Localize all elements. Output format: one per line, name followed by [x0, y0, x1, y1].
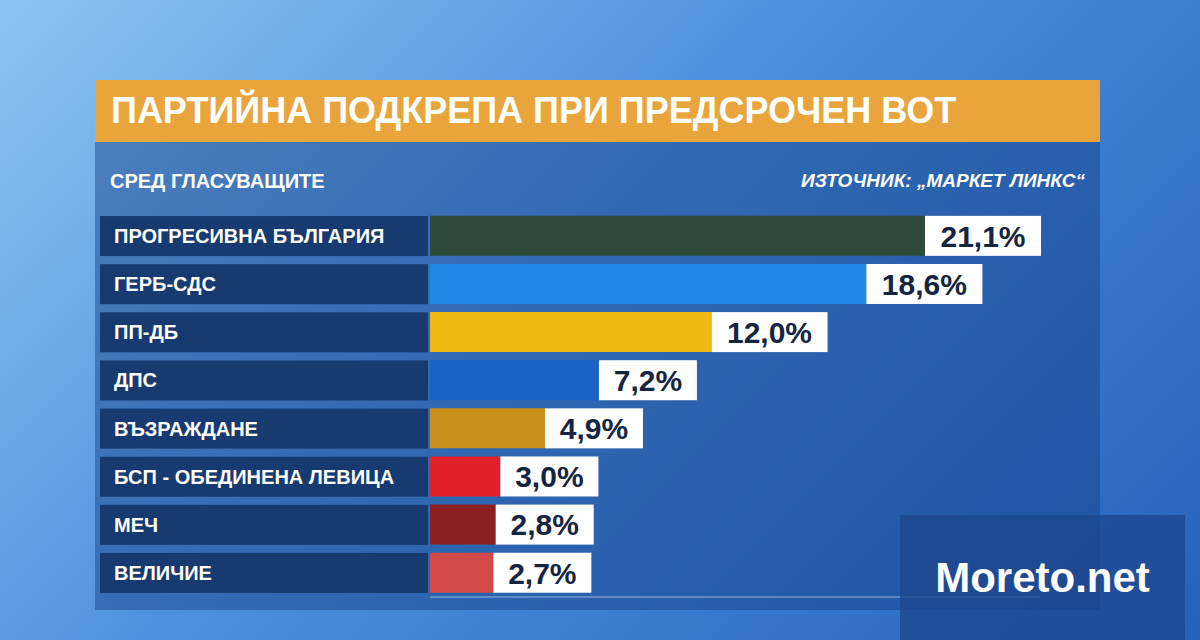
- svg-text:ВЪЗРАЖДАНЕ: ВЪЗРАЖДАНЕ: [114, 418, 258, 440]
- svg-text:12,0%: 12,0%: [727, 316, 812, 349]
- svg-text:7,2%: 7,2%: [614, 364, 682, 397]
- html-text:СРЕД ГЛАСУВАЩИТЕ: СРЕД ГЛАСУВАЩИТЕ: [110, 170, 325, 192]
- svg-text:4,9%: 4,9%: [560, 412, 628, 445]
- svg-text:18,6%: 18,6%: [882, 268, 967, 301]
- svg-text:2,7%: 2,7%: [508, 557, 576, 590]
- svg-text:21,1%: 21,1%: [940, 220, 1025, 253]
- svg-text:ГЕРБ-СДС: ГЕРБ-СДС: [114, 273, 216, 295]
- html-text:ИЗТОЧНИК: „МАРКЕТ ЛИНКС“: ИЗТОЧНИК: „МАРКЕТ ЛИНКС“: [801, 170, 1085, 191]
- svg-text:ПП-ДБ: ПП-ДБ: [114, 321, 178, 343]
- html-text:Moreto.net: Moreto.net: [935, 553, 1150, 601]
- svg-text:3,0%: 3,0%: [515, 460, 583, 493]
- svg-text:ПРОГРЕСИВНА БЪЛГАРИЯ: ПРОГРЕСИВНА БЪЛГАРИЯ: [114, 225, 384, 247]
- svg-text:БСП - ОБЕДИНЕНА ЛЕВИЦА: БСП - ОБЕДИНЕНА ЛЕВИЦА: [114, 466, 394, 488]
- svg-text:2,8%: 2,8%: [510, 508, 578, 541]
- svg-text:МЕЧ: МЕЧ: [114, 514, 158, 536]
- html-text:ПАРТИЙНА ПОДКРЕПА ПРИ ПРЕДСРОЧ: ПАРТИЙНА ПОДКРЕПА ПРИ ПРЕДСРОЧЕН ВОТ: [111, 90, 957, 131]
- svg-text:ДПС: ДПС: [114, 369, 157, 391]
- svg-text:ВЕЛИЧИЕ: ВЕЛИЧИЕ: [114, 562, 212, 584]
